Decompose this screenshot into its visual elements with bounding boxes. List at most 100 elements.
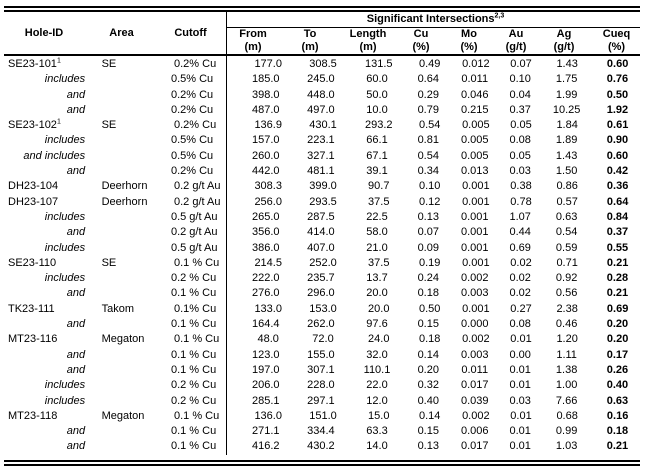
area-cell [89,241,163,256]
cu-cell: 0.40 [417,394,439,407]
cu-cell: 0.14 [417,348,439,361]
cutoff-cell: 0.2 g/t Au [170,226,218,239]
from-cell: 416.2 [251,440,280,453]
cu-cell: 0.81 [417,134,439,147]
au-cell: 0.05 [510,119,532,132]
header-ag-unit: (g/t) [553,40,575,53]
area-cell: Megaton [101,333,145,346]
cueq-cell: 0.60 [606,58,629,70]
mo-cell: 0.001 [460,226,489,239]
area-cell [89,439,163,454]
to-cell: 414.0 [307,226,335,239]
cu-cell: 0.24 [417,272,439,285]
to-cell: 407.0 [307,241,335,254]
length-cell: 15.0 [368,409,390,422]
length-cell: 20.0 [366,287,388,300]
mo-cell: 0.002 [462,333,490,346]
to-cell: 155.0 [307,348,335,361]
au-cell: 0.01 [509,440,531,453]
length-cell: 22.5 [366,210,388,223]
cutoff-cell: 0.5 g/t Au [170,210,218,223]
area-cell: Takom [101,302,134,315]
mo-cell: 0.003 [460,287,489,300]
mo-cell: 0.012 [462,58,490,70]
au-cell: 0.27 [510,302,532,315]
header-cueq-label: Cueq [602,27,631,40]
length-cell: 58.0 [366,226,388,239]
mo-cell: 0.001 [462,195,490,208]
cutoff-cell: 0.2% Cu [174,119,217,132]
cu-cell: 0.64 [417,73,439,86]
hole-id-cell: includes [44,379,86,392]
cu-cell: 0.34 [417,165,439,178]
cutoff-cell: 0.2 g/t Au [174,195,221,208]
cueq-cell: 0.20 [606,333,629,346]
table-row: TK23-111 Takom 0.1% Cu 133.0 153.0 20.0 … [0,302,645,317]
cu-cell: 0.49 [418,58,441,70]
cutoff-cell: 0.1 % Cu [170,348,217,361]
header-ag: Ag (g/t) [540,27,588,54]
length-cell: 60.0 [366,73,388,86]
hole-id-cell: and [66,363,86,376]
cu-cell: 0.13 [417,210,439,223]
cutoff-cell: 0.1 % Cu [170,363,217,376]
au-cell: 0.38 [510,180,532,193]
table-row: and 0.1 % Cu 416.2 430.2 14.0 0.13 0.017… [0,439,645,454]
cutoff-cell: 0.1 % Cu [170,287,217,300]
cueq-cell: 0.18 [606,425,629,438]
from-cell: 123.0 [251,348,280,361]
ag-cell: 0.71 [556,256,578,269]
mo-cell: 0.001 [462,256,490,269]
mo-cell: 0.002 [462,409,490,422]
table-row: and 0.1 % Cu 123.0 155.0 32.0 0.14 0.003… [0,348,645,363]
au-cell: 0.01 [509,363,531,376]
hole-id-cell: SE23-1011 [8,57,61,70]
from-cell: 271.1 [251,425,280,438]
cu-cell: 0.14 [418,409,441,422]
header-hole-id: Hole-ID [24,27,64,39]
table-row: includes 0.5% Cu 185.0 245.0 60.0 0.64 0… [0,72,645,87]
cu-cell: 0.54 [417,149,439,162]
cutoff-from-divider [226,12,227,455]
area-cell [89,225,163,240]
from-cell: 356.0 [251,226,280,239]
header-cu-unit: (%) [412,40,430,53]
header-au-unit: (g/t) [505,40,527,53]
au-cell: 0.03 [509,165,531,178]
length-cell: 37.5 [368,256,390,269]
area-cell [89,424,163,439]
length-cell: 293.2 [364,119,393,132]
table-row: DH23-104 Deerhorn 0.2 g/t Au 308.3 399.0… [0,179,645,194]
au-cell: 0.10 [509,73,531,86]
from-cell: 133.0 [254,302,282,315]
to-cell: 448.0 [307,88,335,101]
length-cell: 13.7 [366,272,388,285]
cutoff-cell: 0.2% Cu [170,103,214,116]
au-cell: 1.07 [509,210,531,223]
cueq-cell: 0.21 [606,256,629,269]
header-from-unit: (m) [244,40,262,53]
mo-cell: 0.005 [460,134,489,147]
to-cell: 245.0 [307,73,335,86]
from-cell: 136.0 [254,409,282,422]
area-cell [89,149,163,164]
to-cell: 153.0 [309,302,337,315]
ag-cell: 0.59 [555,241,578,254]
header-au-label: Au [508,27,524,40]
table-row: includes 0.2 % Cu 206.0 228.0 22.0 0.32 … [0,378,645,393]
cueq-cell: 0.76 [606,73,629,86]
table-body: SE23-1011 SE 0.2% Cu 177.0 308.5 131.5 0… [0,57,645,455]
ag-cell: 1.50 [555,165,578,178]
hole-id-cell: and [66,440,86,453]
cueq-cell: 0.69 [606,302,629,315]
hole-id-cell: and includes [23,149,86,162]
cueq-cell: 0.64 [606,195,629,208]
cueq-cell: 0.60 [606,149,629,162]
cu-cell: 0.50 [418,302,441,315]
from-cell: 48.0 [257,333,279,346]
cutoff-cell: 0.2% Cu [170,165,214,178]
from-cell: 206.0 [251,379,280,392]
area-cell [89,210,163,225]
header-cutoff: Cutoff [174,27,207,39]
table-top-rule-inner [4,10,640,12]
